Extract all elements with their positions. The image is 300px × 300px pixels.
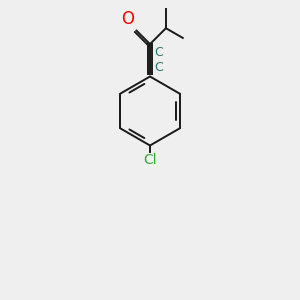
Text: C: C: [154, 46, 163, 59]
Text: O: O: [121, 10, 134, 28]
Text: Cl: Cl: [143, 153, 157, 167]
Text: C: C: [154, 61, 163, 74]
